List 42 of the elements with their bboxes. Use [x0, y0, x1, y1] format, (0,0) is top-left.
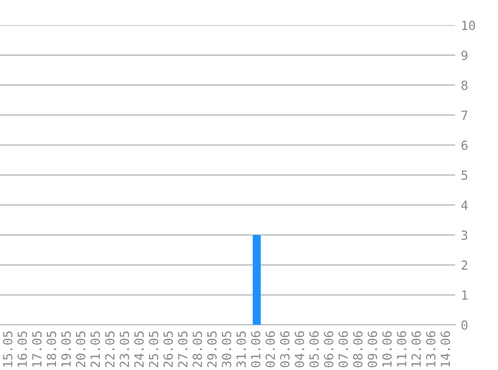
y-tick-label: 7	[462, 110, 468, 120]
x-tick-label: 10.06	[382, 331, 392, 367]
y-tick-label: 0	[462, 320, 468, 330]
y-tick-label: 1	[462, 290, 468, 300]
y-tick-label: 8	[462, 80, 468, 90]
x-tick-label: 08.06	[353, 331, 363, 368]
x-tick-label: 29.05	[207, 331, 217, 368]
x-tick-label: 25.05	[148, 331, 158, 368]
x-tick-label: 22.05	[105, 331, 115, 368]
y-tick-label: 6	[462, 140, 468, 150]
x-tick-label: 31.05	[236, 331, 246, 368]
y-tick-label: 4	[461, 200, 468, 210]
y-tick-label: 10	[462, 20, 475, 30]
x-tick-label: 28.05	[192, 331, 202, 368]
x-tick-label: 02.06	[266, 331, 276, 368]
x-tick-label: 24.05	[134, 331, 144, 368]
x-tick-label: 04.06	[294, 331, 304, 368]
x-tick-label: 15.05	[2, 331, 12, 367]
x-tick-label: 05.06	[309, 331, 319, 368]
y-tick-label: 3	[462, 230, 468, 240]
x-tick-label: 07.06	[338, 331, 348, 368]
x-tick-label: 12.06	[411, 331, 421, 367]
x-tick-label: 30.05	[222, 331, 232, 368]
x-tick-label: 03.06	[280, 331, 290, 368]
x-tick-label: 20.05	[76, 331, 86, 368]
x-tick-label: 09.06	[368, 331, 378, 368]
y-tick-label: 5	[462, 170, 468, 180]
x-tick-label: 23.05	[120, 331, 130, 368]
x-tick-label: 16.05	[18, 331, 27, 367]
x-tick-label: 26.05	[163, 331, 173, 368]
x-tick-label: 19.05	[61, 331, 71, 367]
x-tick-label: 13.06	[426, 331, 436, 367]
x-tick-label: 17.05	[32, 331, 42, 367]
x-tick-label: 14.06	[440, 331, 450, 367]
x-tick-label: 27.05	[178, 331, 188, 368]
x-tick-label: 11.06	[396, 331, 406, 367]
y-tick-label: 9	[462, 50, 468, 60]
x-tick-label: 06.06	[324, 331, 334, 368]
y-tick-label: 2	[462, 260, 468, 270]
x-tick-label: 21.05	[90, 331, 100, 368]
x-tick-label: 18.05	[46, 331, 56, 367]
x-tick-label: 01.06	[250, 331, 260, 368]
